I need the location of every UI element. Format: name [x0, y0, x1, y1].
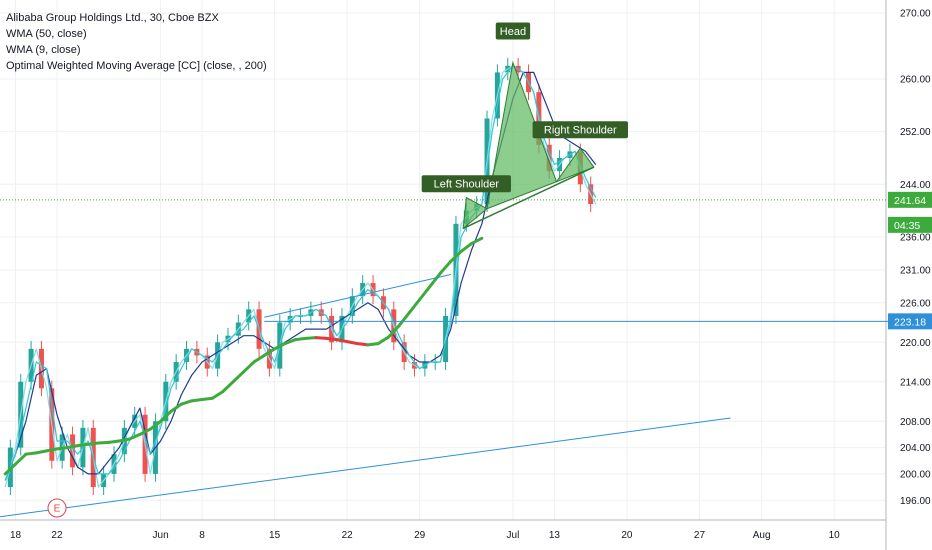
level-price-label-bg — [888, 313, 932, 330]
earnings-marker-label: E — [54, 504, 61, 515]
owma200-segment — [314, 336, 328, 340]
owma200-segment — [459, 242, 473, 253]
owma200-segment — [418, 284, 432, 301]
owma200-segment — [117, 437, 132, 443]
owma200-segment — [34, 449, 49, 455]
owma200-segment — [242, 360, 256, 374]
owma200-segment — [96, 440, 111, 445]
owma200-segment — [107, 439, 121, 444]
owma200-segment — [252, 353, 266, 364]
x-tick-label: 15 — [269, 530, 281, 541]
y-tick-label: 204.00 — [900, 443, 931, 454]
symbol-title: Alibaba Group Holdings Ltd., 30, Cboe BZ… — [6, 12, 219, 24]
y-tick-label: 270.00 — [900, 9, 931, 20]
owma200-segment — [159, 409, 173, 423]
owma200-segment — [221, 380, 235, 394]
owma200-segment — [397, 311, 411, 328]
x-tick-label: 18 — [10, 530, 22, 541]
owma200-segment — [438, 259, 453, 275]
neckline — [462, 166, 595, 230]
earnings-marker — [47, 498, 67, 518]
owma200-segment — [65, 444, 80, 450]
wma9-line — [4, 65, 597, 481]
x-tick-label: 29 — [414, 530, 426, 541]
owma200-segment — [387, 324, 401, 339]
owma200-segment — [231, 370, 246, 384]
y-tick-label: 208.00 — [900, 417, 931, 428]
x-tick-label: 27 — [694, 530, 706, 541]
x-tick-label: 22 — [51, 530, 63, 541]
legend: Alibaba Group Holdings Ltd., 30, Cboe BZ… — [6, 10, 267, 74]
indicator-wma50[interactable]: WMA (50, close) — [6, 28, 87, 40]
owma200-segment — [190, 398, 204, 403]
x-tick-label: 22 — [342, 530, 354, 541]
owma200-segment — [469, 236, 484, 246]
x-tick-label: 8 — [199, 530, 205, 541]
x-tick-label: Aug — [753, 530, 771, 541]
owma200-segment — [138, 427, 152, 436]
owma200-segment — [324, 336, 339, 342]
trendline — [264, 273, 451, 318]
owma200-segment — [76, 442, 90, 448]
owma200-segment — [345, 340, 360, 346]
y-tick-label: 214.00 — [900, 377, 931, 388]
owma200-segment — [14, 452, 28, 466]
indicator-owma[interactable]: Optimal Weighted Moving Average [CC] (cl… — [6, 60, 267, 72]
owma200-segment — [335, 338, 349, 344]
owma200-segment — [376, 335, 391, 346]
x-tick-label: 13 — [549, 530, 561, 541]
owma200-segment — [407, 297, 422, 315]
y-tick-label: 220.00 — [900, 338, 931, 349]
countdown-label: 04:35 — [894, 220, 920, 232]
owma200-segment — [273, 342, 287, 351]
owma200-segment — [262, 347, 277, 357]
x-tick-label: 10 — [829, 530, 841, 541]
owma200-segment — [86, 441, 100, 446]
owma200-segment — [356, 342, 370, 347]
owma200-segment — [449, 249, 463, 263]
head-label: Head — [500, 26, 526, 38]
x-tick-label: Jun — [153, 530, 169, 541]
owma200-segment — [283, 338, 297, 346]
trendline — [0, 417, 731, 518]
indicator-wma9[interactable]: WMA (9, close) — [6, 44, 81, 56]
y-tick-label: 252.00 — [900, 127, 931, 138]
owma200-segment — [55, 446, 69, 451]
right-shoulder-area — [555, 147, 595, 183]
y-tick-label: 231.00 — [900, 265, 931, 276]
countdown-label-bg — [888, 216, 932, 233]
current-price-label: 241.64 — [894, 195, 926, 207]
x-tick-label: Jul — [507, 530, 520, 541]
right-shoulder-label-bg — [532, 121, 629, 139]
current-price-label-bg — [888, 191, 932, 208]
y-tick-label: 260.00 — [900, 74, 931, 85]
y-tick-label: 200.00 — [900, 469, 931, 480]
level-price-label: 223.18 — [894, 316, 926, 328]
owma200-segment — [45, 447, 59, 453]
y-tick-label: 236.00 — [900, 232, 931, 243]
owma200-segment — [428, 271, 442, 288]
owma200-segment — [200, 396, 214, 402]
owma200-segment — [148, 419, 163, 431]
y-tick-label: 226.00 — [900, 298, 931, 309]
owma200-segment — [179, 399, 194, 406]
y-tick-label: 244.00 — [900, 180, 931, 191]
owma200-segment — [304, 336, 318, 340]
right-shoulder-label: Right Shoulder — [544, 125, 617, 137]
left-shoulder-area — [462, 196, 488, 230]
left-shoulder-label-bg — [421, 175, 511, 193]
owma200-segment — [128, 432, 142, 441]
owma200-segment — [24, 451, 38, 456]
owma200-segment — [3, 462, 18, 476]
head-label-bg — [495, 22, 531, 40]
owma200-segment — [210, 390, 225, 400]
owma200-segment — [366, 342, 380, 347]
left-shoulder-label: Left Shoulder — [434, 179, 500, 191]
owma200-segment — [293, 336, 308, 342]
x-tick-label: 20 — [621, 530, 633, 541]
owma200-segment — [169, 402, 183, 413]
y-tick-label: 196.00 — [900, 496, 931, 507]
